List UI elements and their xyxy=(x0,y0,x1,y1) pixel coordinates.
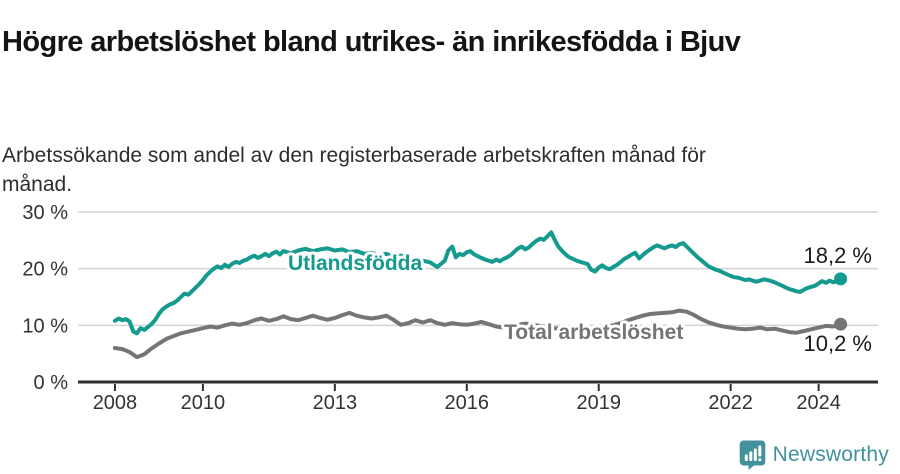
x-axis-tick-label: 2019 xyxy=(576,392,621,414)
x-axis-tick-label: 2024 xyxy=(796,392,841,414)
newsworthy-logo-icon xyxy=(739,440,765,470)
x-axis-tick-label: 2008 xyxy=(93,392,138,414)
series-end-dot xyxy=(834,272,848,286)
series-inline-label: Utlandsfödda xyxy=(288,252,422,275)
y-axis-tick-label: 30 % xyxy=(22,202,68,224)
page-title: Högre arbetslöshet bland utrikes- än inr… xyxy=(2,26,741,59)
series-end-value-label: 18,2 % xyxy=(804,243,873,268)
series-end-value-label: 10,2 % xyxy=(804,331,873,356)
newsworthy-logo-text: Newsworthy xyxy=(772,443,889,466)
series-inline-label: Total arbetslöshet xyxy=(504,321,683,344)
series-line-total xyxy=(112,308,843,360)
y-axis-tick-label: 20 % xyxy=(22,259,68,281)
page-subtitle: Arbetssökande som andel av den registerb… xyxy=(2,144,706,196)
y-axis-tick-label: 10 % xyxy=(22,315,68,337)
x-axis-tick-label: 2022 xyxy=(708,392,753,414)
x-axis-tick-label: 2016 xyxy=(445,392,490,414)
series-end-dot xyxy=(834,317,848,331)
series-line-utlandsfodda xyxy=(112,230,843,336)
newsworthy-logo: Newsworthy xyxy=(739,440,889,470)
y-axis-tick-label: 0 % xyxy=(34,372,69,394)
x-axis-tick-label: 2013 xyxy=(313,392,358,414)
x-axis-tick-label: 2010 xyxy=(181,392,226,414)
